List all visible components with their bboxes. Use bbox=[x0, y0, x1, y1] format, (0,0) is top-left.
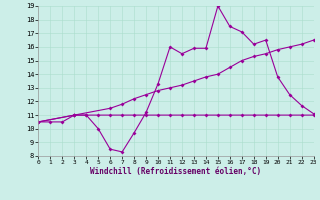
X-axis label: Windchill (Refroidissement éolien,°C): Windchill (Refroidissement éolien,°C) bbox=[91, 167, 261, 176]
